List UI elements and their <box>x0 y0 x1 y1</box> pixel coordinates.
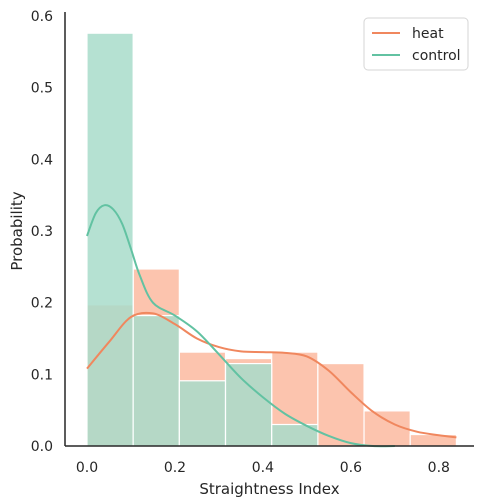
axes <box>64 12 474 447</box>
legend-box <box>363 17 469 71</box>
y-tick-label: 0.1 <box>31 367 53 383</box>
control-bar-3 <box>224 362 273 447</box>
y-tick-label: 0.6 <box>31 9 53 25</box>
legend-label-control: control <box>412 48 461 64</box>
x-tick-label: 0.2 <box>164 460 186 476</box>
kde-curves <box>86 204 457 448</box>
x-axis-label: Straightness Index <box>199 480 339 498</box>
y-tick-label: 0.5 <box>31 81 53 97</box>
legend-label-heat: heat <box>412 26 444 42</box>
histogram-bars <box>86 32 458 447</box>
tick-labels: 0.0 0.2 0.4 0.6 0.8 0.0 0.1 0.2 0.3 0.4 0.5 0.6 <box>31 9 450 476</box>
y-tick-label: 0.2 <box>31 296 53 312</box>
control-bar-1 <box>132 314 180 447</box>
y-tick-label: 0.4 <box>31 152 53 168</box>
control-bar-0 <box>86 32 134 447</box>
x-tick-label: 0.4 <box>252 460 274 476</box>
legend: heat control <box>363 17 469 71</box>
control-kde-line <box>86 204 395 448</box>
heat-kde-line <box>86 311 457 439</box>
y-axis-label: Probability <box>8 191 26 270</box>
x-tick-label: 0.8 <box>428 460 450 476</box>
x-tick-label: 0.0 <box>76 460 98 476</box>
y-tick-label: 0.3 <box>31 224 53 240</box>
heat-bar-5 <box>317 362 365 447</box>
y-tick-label: 0.0 <box>31 439 53 455</box>
control-bar-2 <box>178 380 227 447</box>
x-tick-label: 0.6 <box>340 460 362 476</box>
